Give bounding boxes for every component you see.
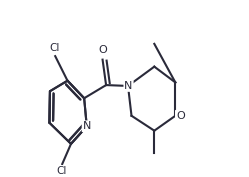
Text: O: O (176, 111, 185, 121)
Text: Cl: Cl (56, 166, 66, 176)
Text: N: N (124, 81, 133, 91)
Text: N: N (83, 121, 91, 131)
Text: O: O (98, 45, 107, 55)
Text: Cl: Cl (50, 43, 60, 53)
